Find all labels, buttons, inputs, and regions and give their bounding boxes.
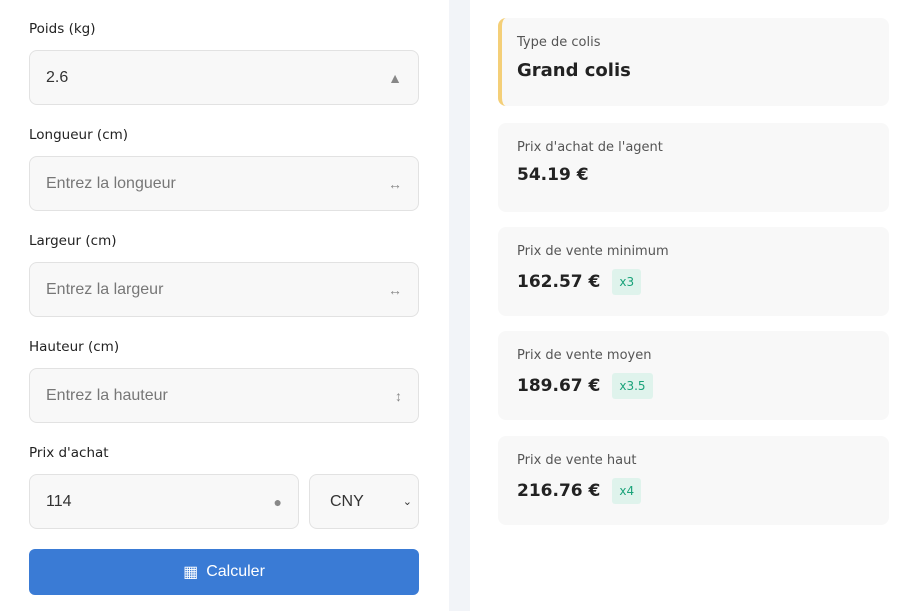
height-placeholder: Entrez la hauteur: [46, 386, 168, 404]
result-avg-price: Prix de vente moyen 189.67 € x3.5: [498, 331, 889, 420]
arrows-horizontal-icon: ↔: [388, 281, 402, 298]
length-label: Longueur (cm): [29, 127, 129, 143]
height-input[interactable]: Entrez la hauteur ↕: [29, 368, 419, 423]
result-min-price: Prix de vente minimum 162.57 € x3: [498, 227, 889, 316]
result-value: Grand colis: [517, 60, 631, 81]
result-value: 189.67 €: [517, 376, 601, 396]
calculate-label: Calculer: [206, 563, 265, 580]
chevron-down-icon: ⌄: [402, 496, 412, 508]
calculate-button[interactable]: ▦ Calculer: [29, 549, 419, 595]
price-value: 114: [46, 492, 72, 510]
result-title: Prix de vente haut: [517, 453, 637, 468]
result-package-type: Type de colis Grand colis: [498, 18, 889, 106]
result-title: Prix de vente minimum: [517, 244, 669, 259]
weight-label: Poids (kg): [29, 21, 96, 37]
result-value: 54.19 €: [517, 165, 589, 185]
multiplier-badge: x3: [612, 269, 642, 295]
arrows-vertical-icon: ↕: [395, 387, 402, 404]
length-input[interactable]: Entrez la longueur ↔: [29, 156, 419, 211]
divider: [449, 0, 470, 611]
result-value: 162.57 €: [517, 272, 601, 292]
price-input[interactable]: 114 ●: [29, 474, 299, 529]
result-value: 216.76 €: [517, 481, 601, 501]
result-title: Prix de vente moyen: [517, 348, 652, 363]
width-input[interactable]: Entrez la largeur ↔: [29, 262, 419, 317]
height-label: Hauteur (cm): [29, 339, 120, 355]
weight-input[interactable]: 2.6 ▲: [29, 50, 419, 105]
result-title: Type de colis: [517, 35, 601, 50]
calculator-form: Poids (kg) 2.6 ▲ Longueur (cm) Entrez la…: [0, 0, 449, 611]
calculator-icon: ▦: [183, 564, 199, 581]
weight-value: 2.6: [46, 68, 69, 86]
currency-value: CNY: [330, 492, 364, 510]
width-label: Largeur (cm): [29, 233, 117, 249]
weight-icon: ▲: [388, 69, 402, 86]
multiplier-badge: x4: [612, 478, 642, 504]
tag-icon: ●: [273, 493, 282, 510]
result-agent-price: Prix d'achat de l'agent 54.19 €: [498, 123, 889, 212]
multiplier-badge: x3.5: [612, 373, 653, 399]
result-high-price: Prix de vente haut 216.76 € x4: [498, 436, 889, 525]
result-title: Prix d'achat de l'agent: [517, 140, 663, 155]
price-label: Prix d'achat: [29, 445, 109, 461]
width-placeholder: Entrez la largeur: [46, 280, 164, 298]
length-placeholder: Entrez la longueur: [46, 174, 176, 192]
arrows-horizontal-icon: ↔: [388, 175, 402, 192]
currency-select[interactable]: CNY ⌄: [309, 474, 419, 529]
